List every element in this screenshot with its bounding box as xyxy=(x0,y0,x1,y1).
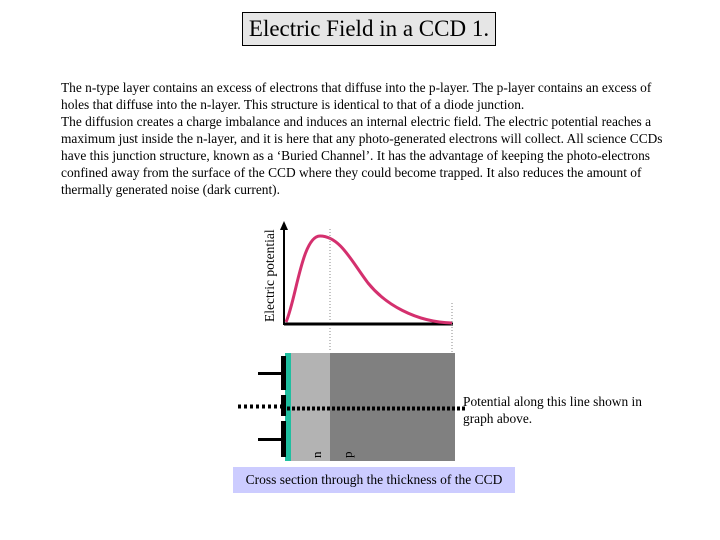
slide-title: Electric Field in a CCD 1. xyxy=(242,12,496,46)
electrode-lead-1 xyxy=(258,372,282,375)
body-text: The n-type layer contains an excess of e… xyxy=(61,79,666,198)
cross-section-caption: Cross section through the thickness of t… xyxy=(233,467,515,493)
slide-title-text: Electric Field in a CCD 1. xyxy=(248,16,490,41)
cross-section-caption-text: Cross section through the thickness of t… xyxy=(245,472,503,487)
electrode-1 xyxy=(281,356,286,390)
electrode-2 xyxy=(281,395,286,416)
n-layer-label: n xyxy=(309,451,324,459)
potential-line-annotation: Potential along this line shown in graph… xyxy=(463,394,642,426)
paragraph-1: The n-type layer contains an excess of e… xyxy=(61,80,652,112)
paragraph-2: The diffusion creates a charge imbalance… xyxy=(61,114,663,197)
graph-y-label: Electric potential xyxy=(262,229,277,322)
potential-curve xyxy=(284,234,453,325)
electrode-3 xyxy=(281,421,286,457)
p-layer-label: p xyxy=(340,451,355,459)
y-axis-arrowhead xyxy=(280,221,288,230)
electrode-lead-3 xyxy=(258,438,282,441)
